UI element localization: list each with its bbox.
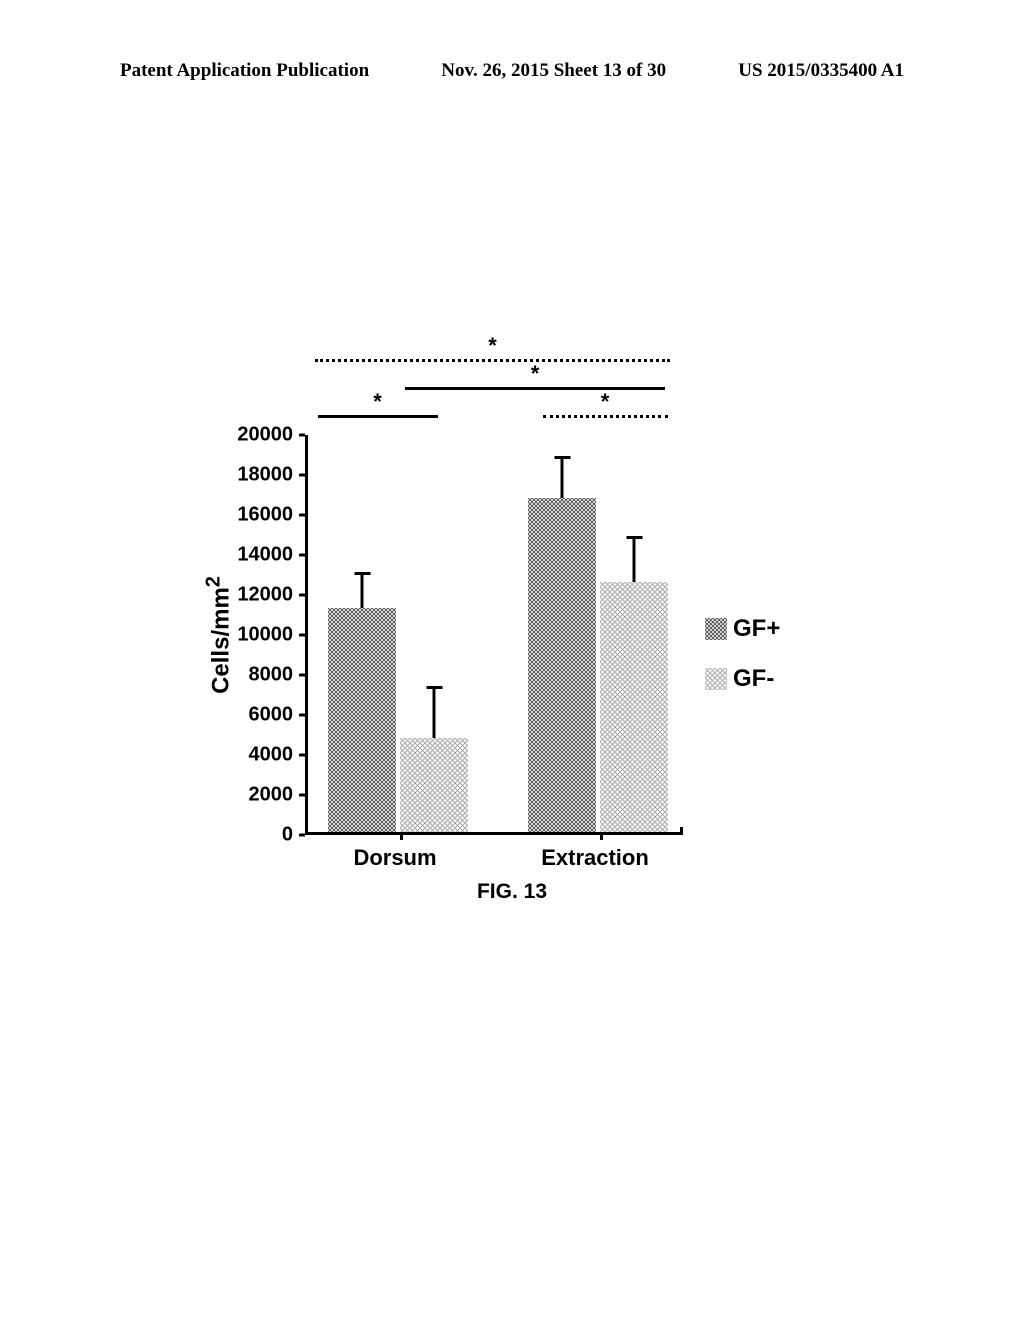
y-tick-label: 18000 bbox=[233, 464, 293, 487]
axis-end-tick bbox=[680, 827, 683, 835]
y-tick-label: 20000 bbox=[233, 424, 293, 447]
y-tick: 4000 bbox=[233, 744, 305, 767]
y-tick: 2000 bbox=[233, 784, 305, 807]
legend-item-gfminus: GF- bbox=[705, 665, 780, 693]
bar-group bbox=[528, 498, 668, 832]
chart: * * * * Cells/mm2 0200040006000800010000… bbox=[175, 335, 875, 875]
legend-item-gfplus: GF+ bbox=[705, 615, 780, 643]
sig-bracket-3: * bbox=[310, 391, 445, 418]
sig-line bbox=[318, 415, 438, 418]
sig-line bbox=[405, 387, 665, 390]
legend: GF+ GF- bbox=[705, 615, 780, 715]
y-axis: Cells/mm2 020004000600080001000012000140… bbox=[175, 435, 305, 835]
sig-star-icon: * bbox=[373, 391, 382, 413]
y-tick: 8000 bbox=[233, 664, 305, 687]
error-bar bbox=[433, 686, 436, 738]
bar bbox=[400, 738, 468, 832]
x-label-dorsum: Dorsum bbox=[353, 845, 436, 871]
y-tick: 20000 bbox=[233, 424, 305, 447]
header-left: Patent Application Publication bbox=[120, 60, 369, 82]
error-cap bbox=[554, 456, 570, 459]
bar-extraction-gfplus bbox=[528, 498, 596, 832]
page-header: Patent Application Publication Nov. 26, … bbox=[0, 60, 1024, 82]
sig-star-icon: * bbox=[601, 391, 610, 413]
bar-dorsum-gfminus bbox=[400, 738, 468, 832]
figure-caption: FIG. 13 bbox=[0, 880, 1024, 904]
legend-swatch-icon bbox=[705, 618, 727, 640]
y-tick: 18000 bbox=[233, 464, 305, 487]
sig-star-icon: * bbox=[531, 363, 540, 385]
y-tick-label: 10000 bbox=[233, 624, 293, 647]
legend-swatch-icon bbox=[705, 668, 727, 690]
y-tick: 16000 bbox=[233, 504, 305, 527]
y-tick-label: 4000 bbox=[233, 744, 293, 767]
header-right: US 2015/0335400 A1 bbox=[738, 60, 904, 82]
y-tick-label: 8000 bbox=[233, 664, 293, 687]
bar bbox=[600, 582, 668, 832]
y-tick: 6000 bbox=[233, 704, 305, 727]
error-bar bbox=[561, 456, 564, 498]
error-cap bbox=[626, 536, 642, 539]
y-tick-label: 16000 bbox=[233, 504, 293, 527]
y-tick: 0 bbox=[233, 824, 305, 847]
legend-label: GF- bbox=[733, 665, 774, 693]
error-bar bbox=[633, 536, 636, 582]
error-bar bbox=[361, 572, 364, 608]
y-axis-label-sup: 2 bbox=[202, 576, 224, 587]
error-cap bbox=[426, 686, 442, 689]
sig-line bbox=[543, 415, 668, 418]
bar-extraction-gfminus bbox=[600, 582, 668, 832]
y-tick: 10000 bbox=[233, 624, 305, 647]
sig-bracket-4: * bbox=[535, 391, 675, 418]
y-tick-label: 6000 bbox=[233, 704, 293, 727]
y-tick-label: 2000 bbox=[233, 784, 293, 807]
bar-group bbox=[328, 608, 468, 832]
y-ticks: 0200040006000800010000120001400016000180… bbox=[225, 435, 305, 835]
sig-star-icon: * bbox=[488, 335, 497, 357]
sig-line bbox=[315, 359, 670, 362]
x-axis-labels: Dorsum Extraction bbox=[305, 835, 680, 875]
bar bbox=[328, 608, 396, 832]
sig-bracket-1: * bbox=[305, 335, 680, 362]
header-center: Nov. 26, 2015 Sheet 13 of 30 bbox=[441, 60, 666, 82]
y-tick: 14000 bbox=[233, 544, 305, 567]
y-tick-label: 12000 bbox=[233, 584, 293, 607]
error-cap bbox=[354, 572, 370, 575]
bar bbox=[528, 498, 596, 832]
significance-annotations: * * * * bbox=[305, 335, 680, 435]
y-tick: 12000 bbox=[233, 584, 305, 607]
legend-label: GF+ bbox=[733, 615, 780, 643]
chart-body: Cells/mm2 020004000600080001000012000140… bbox=[175, 435, 875, 835]
plot-area bbox=[305, 435, 680, 835]
bar-dorsum-gfplus bbox=[328, 608, 396, 832]
x-label-extraction: Extraction bbox=[541, 845, 649, 871]
y-tick-label: 14000 bbox=[233, 544, 293, 567]
sig-bracket-2: * bbox=[395, 363, 675, 390]
y-tick-label: 0 bbox=[233, 824, 293, 847]
